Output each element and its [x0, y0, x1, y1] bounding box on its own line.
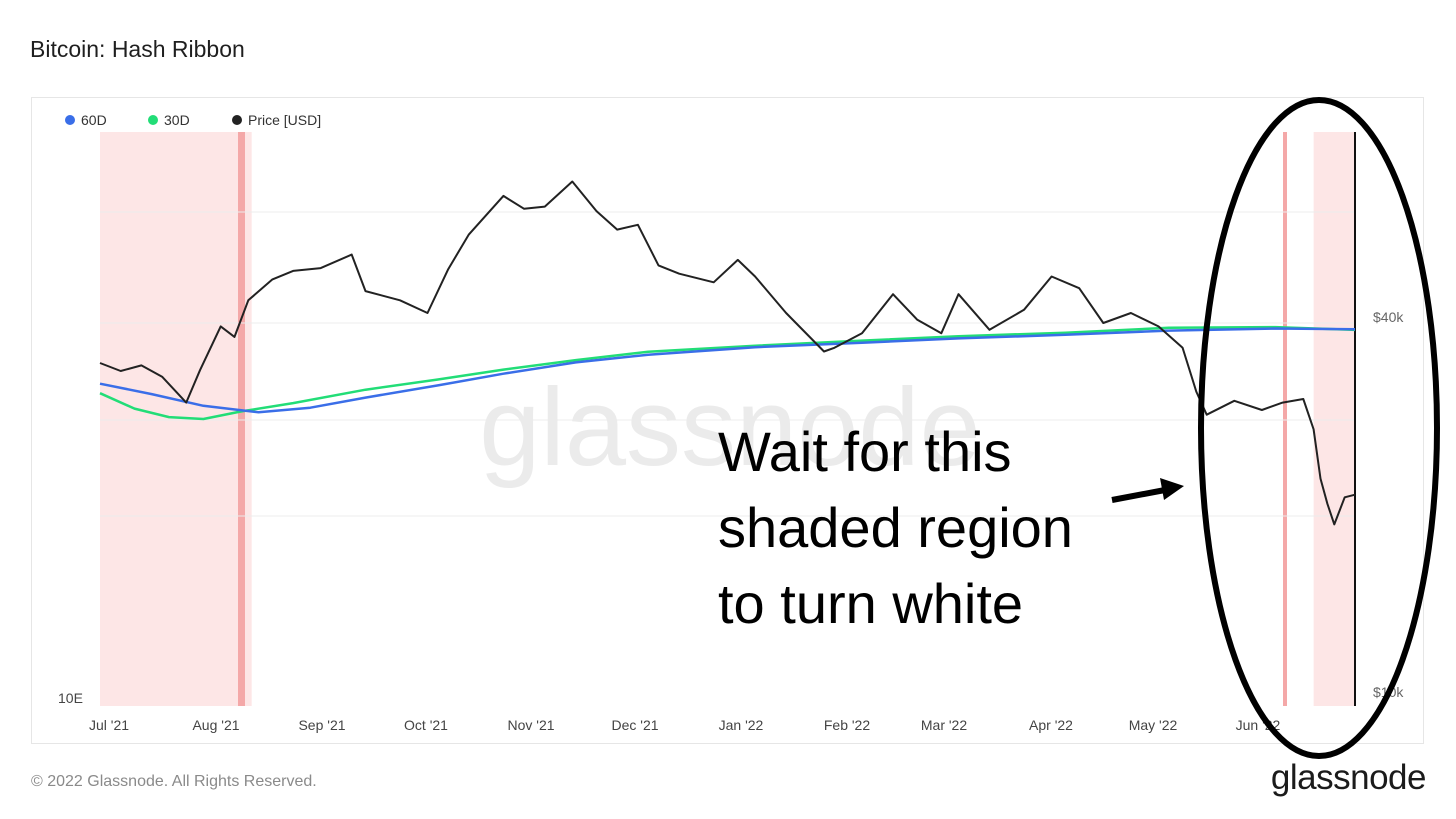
x-tick-label: Nov '21 — [507, 717, 554, 733]
series-line-price-usd — [99, 180, 1356, 526]
legend: 60D 30D Price [USD] — [65, 112, 321, 128]
legend-label: 30D — [164, 112, 190, 128]
x-tick-label: May '22 — [1129, 717, 1178, 733]
annotation-line: shaded region — [718, 496, 1073, 559]
x-tick-label: Mar '22 — [921, 717, 967, 733]
watermark: glassnode — [479, 366, 981, 489]
series-line-30d — [99, 325, 1356, 421]
footer-copyright: © 2022 Glassnode. All Rights Reserved. — [31, 773, 317, 790]
legend-label: Price [USD] — [248, 112, 321, 128]
axes: Jul '21 Aug '21 Sep '21 Oct '21 Nov '21 Dec '… — [58, 309, 1404, 733]
shaded-region — [1313, 132, 1355, 706]
x-tick-label: Jul '21 — [89, 717, 129, 733]
shaded-region-edge — [238, 132, 245, 706]
chart-frame — [31, 97, 1424, 744]
annotation-text: Wait for this shaded region to turn whit… — [718, 414, 1138, 642]
left-axis-label: 10E — [58, 690, 83, 706]
legend-item[interactable]: 60D — [65, 112, 107, 128]
shaded-region — [100, 132, 252, 706]
series-lines — [99, 180, 1356, 526]
series-line-60d — [99, 327, 1356, 414]
x-tick-label: Apr '22 — [1029, 717, 1073, 733]
x-tick-label: Feb '22 — [824, 717, 870, 733]
arrow-icon — [1111, 478, 1184, 503]
annotation-line: Wait for this — [718, 420, 1012, 483]
legend-dot — [232, 115, 242, 125]
gridlines — [100, 132, 1356, 706]
highlight-ellipse — [1198, 97, 1440, 759]
legend-item[interactable]: 30D — [148, 112, 190, 128]
x-tick-label: Sep '21 — [298, 717, 345, 733]
x-tick-label: Aug '21 — [192, 717, 239, 733]
x-tick-label: Oct '21 — [404, 717, 448, 733]
legend-dot — [65, 115, 75, 125]
legend-label: 60D — [81, 112, 107, 128]
shaded-region-edge — [1283, 132, 1287, 706]
page-title: Bitcoin: Hash Ribbon — [30, 36, 245, 62]
annotation-line: to turn white — [718, 572, 1024, 635]
legend-item[interactable]: Price [USD] — [232, 112, 321, 128]
right-axis-tick-label: $40k — [1373, 309, 1404, 325]
legend-dot — [148, 115, 158, 125]
shaded-regions — [100, 132, 1355, 706]
glassnode-logo: glassnode — [1270, 758, 1427, 797]
x-tick-label: Dec '21 — [611, 717, 658, 733]
x-tick-label: Jan '22 — [719, 717, 764, 733]
